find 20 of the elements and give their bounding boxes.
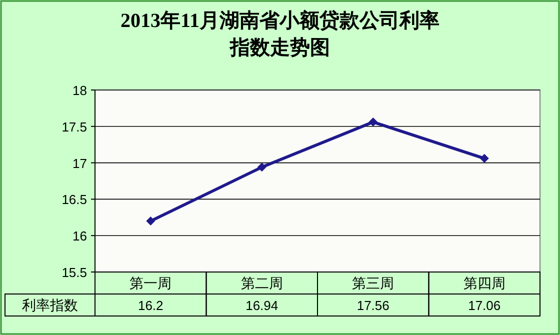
point: [368, 118, 378, 127]
y-tick-label: 18: [72, 83, 87, 98]
y-tick-label: 17.5: [62, 119, 87, 134]
point: [257, 162, 266, 172]
x-tick-label: 第一周: [130, 276, 172, 292]
y-tick-label: 15.5: [62, 265, 87, 280]
y-tick-label: 16: [72, 228, 87, 244]
y-tick-label: 17: [72, 156, 87, 171]
data-label: 16.2: [138, 298, 164, 313]
x-tick-label: 第三周: [352, 276, 394, 292]
x-tick-label: 第四周: [463, 276, 506, 292]
chart-title: 2013年11月湖南省小额贷款公司利率指数走势图: [120, 8, 440, 61]
x-tick-label: 第二周: [240, 276, 283, 292]
point: [480, 154, 489, 163]
data-label: 17.56: [356, 298, 390, 313]
data-label: 17.06: [468, 298, 501, 313]
y-tick-label: 16.5: [62, 192, 87, 208]
point: [146, 216, 156, 226]
text: 利率指数: [22, 298, 78, 314]
data-label: 16.94: [246, 298, 278, 313]
